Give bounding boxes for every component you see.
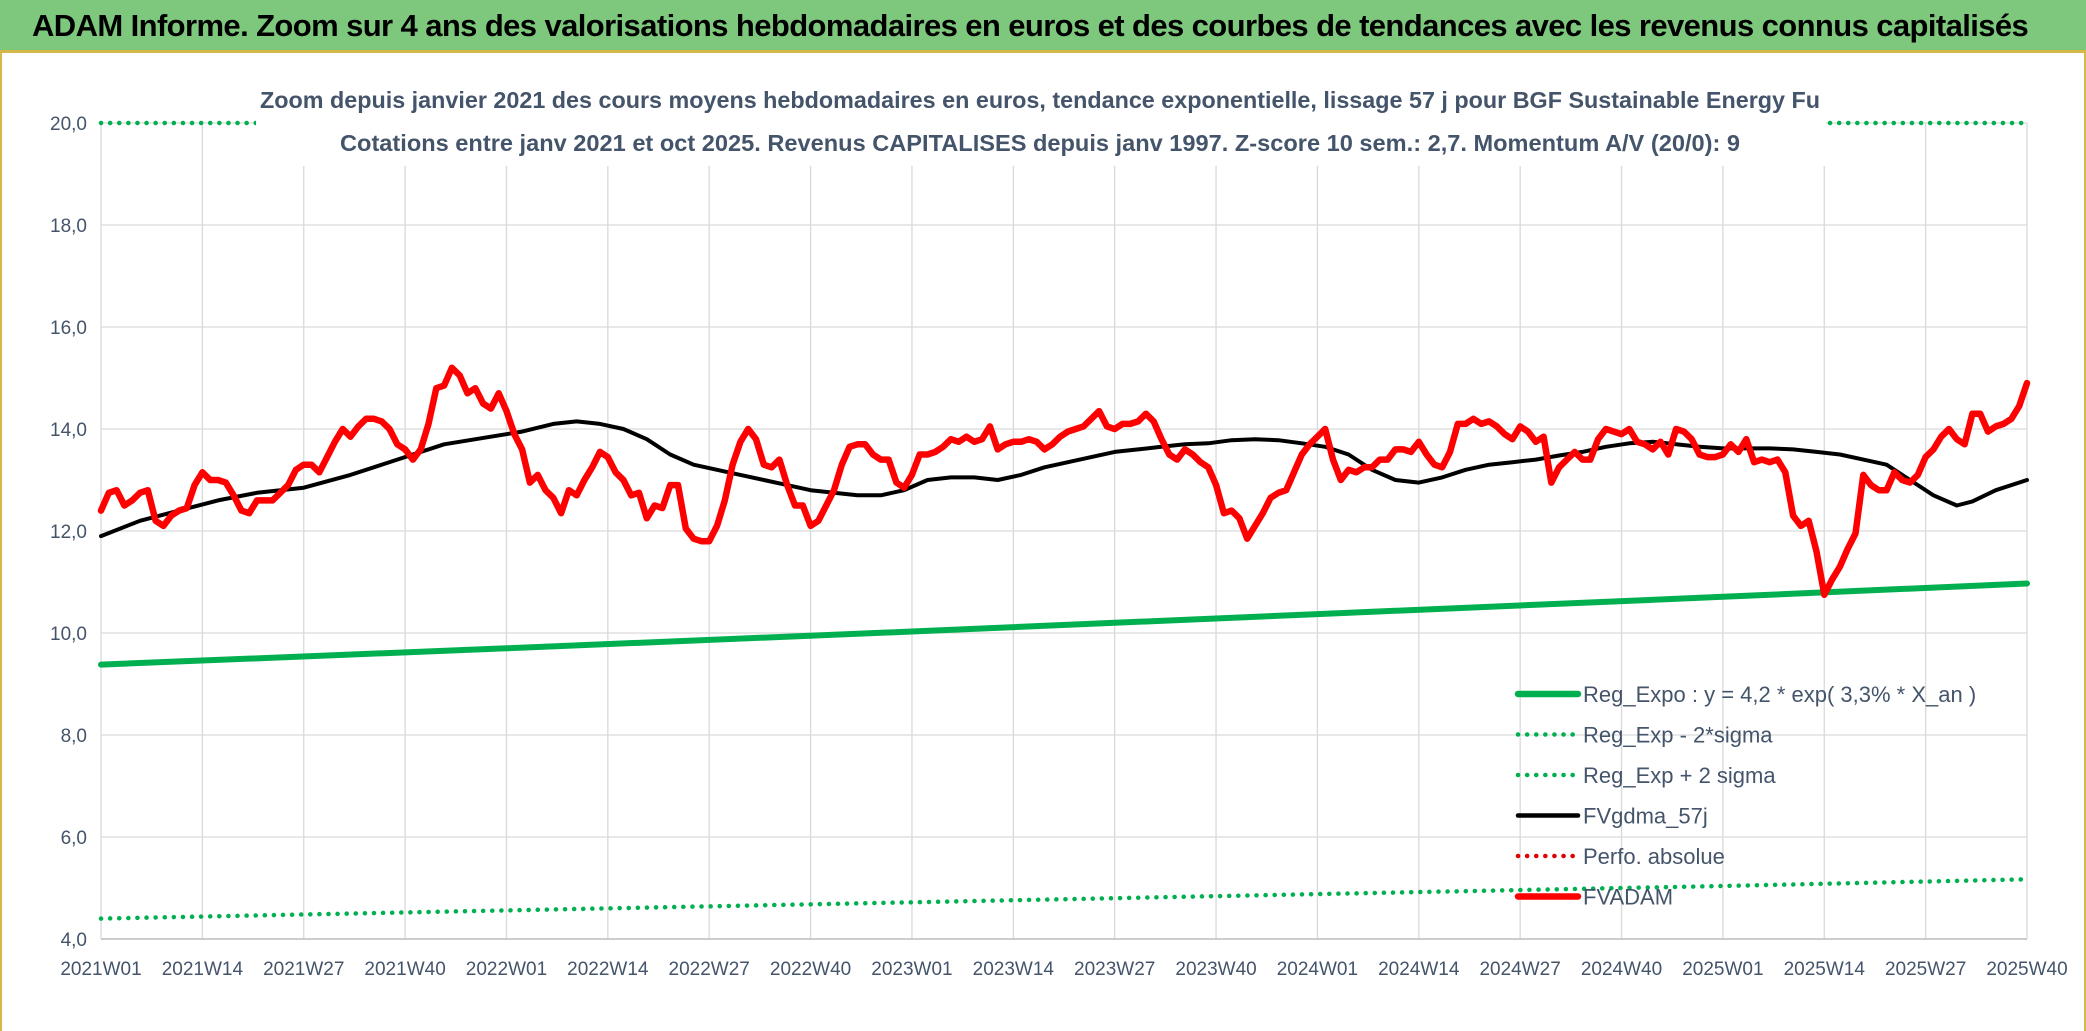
x-tick-label: 2024W40 [1581, 959, 1662, 980]
x-tick-label: 2023W40 [1175, 959, 1256, 980]
y-tick-label: 20,0 [50, 114, 87, 135]
x-tick-label: 2025W27 [1885, 959, 1966, 980]
x-tick-label: 2023W27 [1074, 959, 1155, 980]
series-line-5 [97, 364, 2031, 599]
x-tick-label: 2024W27 [1479, 959, 1560, 980]
x-tick-label: 2021W27 [263, 959, 344, 980]
y-tick-label: 8,0 [61, 726, 87, 747]
legend-label: Perfo. absolue [1583, 844, 1725, 869]
chart-title-line1: Zoom depuis janvier 2021 des cours moyen… [260, 87, 1820, 113]
x-tick-label: 2021W01 [60, 959, 141, 980]
chart-frame [0, 53, 2086, 1031]
legend-label: FVADAM [1583, 885, 1673, 910]
x-tick-label: 2021W40 [364, 959, 445, 980]
x-tick-label: 2023W01 [871, 959, 952, 980]
x-tick-label: 2025W01 [1682, 959, 1763, 980]
title-backdrop [256, 76, 1826, 166]
legend: Reg_Expo : y = 4,2 * exp( 3,3% * X_an ) R… [1514, 682, 1976, 910]
x-tick-label: 2022W27 [669, 959, 750, 980]
x-tick-label: 2022W01 [466, 959, 547, 980]
y-tick-label: 6,0 [61, 828, 87, 849]
series-layer [97, 120, 2031, 921]
x-tick-label: 2025W40 [1986, 959, 2067, 980]
y-tick-label: 10,0 [50, 624, 87, 645]
x-tick-label: 2022W40 [770, 959, 851, 980]
banner-title: ADAM Informe. Zoom sur 4 ans des valoris… [32, 8, 2029, 43]
banner: ADAM Informe. Zoom sur 4 ans des valoris… [0, 0, 2086, 53]
y-tick-label: 14,0 [50, 420, 87, 441]
x-tick-label: 2024W14 [1378, 959, 1460, 980]
x-tick-label: 2024W01 [1277, 959, 1358, 980]
y-tick-label: 4,0 [61, 930, 87, 951]
legend-label: FVgdma_57j [1583, 804, 1708, 829]
x-tick-label: 2021W14 [162, 959, 244, 980]
chart-title-line2: Cotations entre janv 2021 et oct 2025. R… [340, 130, 1740, 156]
legend-label: Reg_Exp - 2*sigma [1583, 723, 1773, 748]
series-line-0 [98, 580, 2030, 668]
x-tick-label: 2022W14 [567, 959, 649, 980]
legend-label: Reg_Expo : y = 4,2 * exp( 3,3% * X_an ) [1583, 682, 1976, 707]
axes: 4,0 6,0 8,0 10,0 12,0 14,0 16,0 18,0 20,0 2021W01… [50, 114, 2068, 980]
legend-label: Reg_Exp + 2 sigma [1583, 763, 1776, 788]
x-tick-label: 2023W14 [973, 959, 1055, 980]
x-tick-label: 2025W14 [1784, 959, 1866, 980]
y-tick-label: 16,0 [50, 318, 87, 339]
gridlines [100, 122, 2028, 940]
y-tick-label: 12,0 [50, 522, 87, 543]
y-tick-label: 18,0 [50, 216, 87, 237]
series-line-3 [99, 419, 2029, 539]
series-line-1 [98, 877, 2030, 921]
